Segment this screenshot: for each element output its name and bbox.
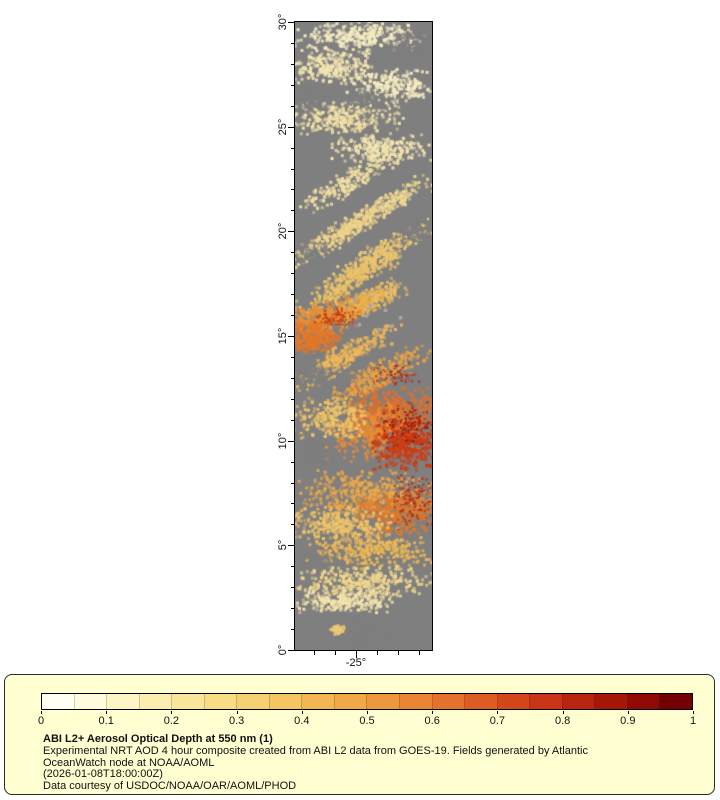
lat-minor-tick [291, 356, 295, 358]
lat-major-tick [288, 22, 295, 23]
lat-minor-tick [291, 629, 295, 631]
lat-major-tick [288, 440, 295, 442]
colorbar-tick-mark [497, 711, 499, 714]
lat-minor-tick [291, 63, 295, 65]
map-frame [294, 21, 433, 651]
caption-description-line-2: OceanWatch node at NOAA/AOML [43, 756, 215, 769]
colorbar-cell [106, 694, 139, 709]
colorbar-cell [42, 694, 74, 709]
lat-major-tick [288, 231, 295, 233]
lat-minor-tick [291, 566, 295, 568]
colorbar-tick-mark [562, 711, 564, 714]
lat-tick-label: 15° [277, 327, 289, 345]
colorbar-tick-mark [367, 711, 368, 714]
colorbar-tick-mark [627, 711, 629, 714]
lat-tick-label: 5° [277, 540, 289, 551]
map-figure: 30° 25° 20° 15° 10° 5° 0° -25° [277, 13, 433, 669]
colorbar-tick-label: 0.7 [489, 715, 506, 727]
caption-title: ABI L2+ Aerosol Optical Depth at 550 nm … [43, 733, 273, 745]
colorbar-tick-label: 0.3 [228, 715, 245, 727]
colorbar-tick-label: 0.9 [620, 715, 636, 727]
lat-minor-tick [291, 168, 295, 170]
lat-minor-tick [291, 147, 295, 149]
colorbar-cell [236, 694, 269, 709]
lat-minor-tick [291, 252, 295, 254]
lat-minor-tick [291, 273, 295, 275]
colorbar-cell [529, 694, 562, 709]
colorbar-cell [464, 694, 497, 709]
lat-minor-tick [291, 105, 295, 107]
lat-minor-tick [291, 398, 295, 400]
colorbar-cell [431, 694, 465, 709]
lat-tick-label: 0° [277, 644, 289, 656]
colorbar-tick-label: 1 [689, 715, 697, 727]
colorbar-cell [659, 694, 692, 709]
lat-major-tick [288, 126, 295, 128]
lat-minor-tick [291, 482, 295, 484]
lat-minor-tick [291, 524, 295, 526]
lat-minor-tick [291, 419, 295, 421]
lon-major-tick [355, 651, 357, 658]
colorbar-cell [594, 694, 627, 709]
colorbar-tick-mark [106, 711, 108, 714]
colorbar-cell [496, 694, 530, 709]
colorbar-cell [171, 694, 204, 709]
lat-tick-label: 10° [277, 432, 289, 449]
lat-minor-tick [291, 587, 295, 589]
colorbar-tick-mark [171, 711, 173, 714]
colorbar-cell [301, 694, 334, 709]
lon-tick-label: -25° [345, 657, 367, 669]
lon-minor-tick [418, 651, 420, 655]
colorbar-tick-mark [432, 711, 434, 714]
colorbar-cell [138, 694, 172, 709]
colorbar-tick-label: 0.4 [294, 715, 310, 727]
colorbar-cell [268, 694, 302, 709]
colorbar-tick-mark [301, 711, 303, 714]
colorbar-tick-label: 0.2 [163, 715, 180, 727]
lat-minor-tick [291, 189, 295, 191]
lat-minor-tick [291, 503, 295, 505]
colorbar-cell [399, 694, 432, 709]
lon-minor-tick [335, 651, 336, 655]
colorbar-tick-label: 0.8 [554, 715, 571, 727]
caption-description-line-1: Experimental NRT AOD 4 hour composite cr… [43, 745, 588, 757]
lon-minor-tick [376, 651, 378, 655]
colorbar-tick-label: 0.5 [359, 715, 375, 727]
colorbar-cell [203, 694, 237, 709]
lon-minor-tick [314, 651, 316, 655]
colorbar-tick-label: 0.1 [98, 715, 114, 727]
lat-minor-tick [291, 42, 295, 44]
lat-minor-tick [291, 294, 295, 296]
lat-tick-label: 20° [277, 223, 289, 240]
lat-tick-label: 25° [277, 118, 289, 135]
colorbar-cell [561, 694, 595, 709]
lat-minor-tick [291, 315, 295, 317]
lat-major-tick [288, 650, 295, 651]
caption: ABI L2+ Aerosol Optical Depth at 550 nm … [43, 733, 588, 792]
caption-timestamp: (2026-01-08T18:00:00Z) [43, 768, 163, 781]
lat-major-tick [288, 336, 295, 337]
colorbar-cell [626, 694, 660, 709]
lat-minor-tick [291, 210, 295, 212]
aod-map-canvas [295, 22, 432, 650]
lon-minor-tick [397, 651, 399, 655]
colorbar-tick-label: 0 [37, 715, 45, 727]
colorbar-tick-mark [693, 711, 694, 714]
lat-minor-tick [291, 377, 295, 379]
colorbar-cell [73, 694, 107, 709]
legend-panel: 0 0.1 0.2 0.3 0.4 0.5 0.6 0.7 0.8 0.9 1 ABI L2+ Ae… [4, 674, 715, 795]
lat-minor-tick [291, 608, 295, 610]
colorbar-tick-mark [41, 711, 42, 714]
lat-minor-tick [291, 461, 295, 463]
caption-courtesy: Data courtesy of USDOC/NOAA/OAR/AOML/PHO… [43, 779, 297, 792]
lat-major-tick [288, 545, 295, 547]
colorbar-tick-mark [236, 711, 238, 714]
lat-minor-tick [291, 84, 295, 86]
colorbar-tick-label: 0.6 [424, 715, 440, 727]
colorbar-cell [366, 694, 400, 709]
lat-tick-label: 30° [277, 13, 289, 31]
colorbar-cell [333, 694, 367, 709]
colorbar [41, 693, 693, 710]
